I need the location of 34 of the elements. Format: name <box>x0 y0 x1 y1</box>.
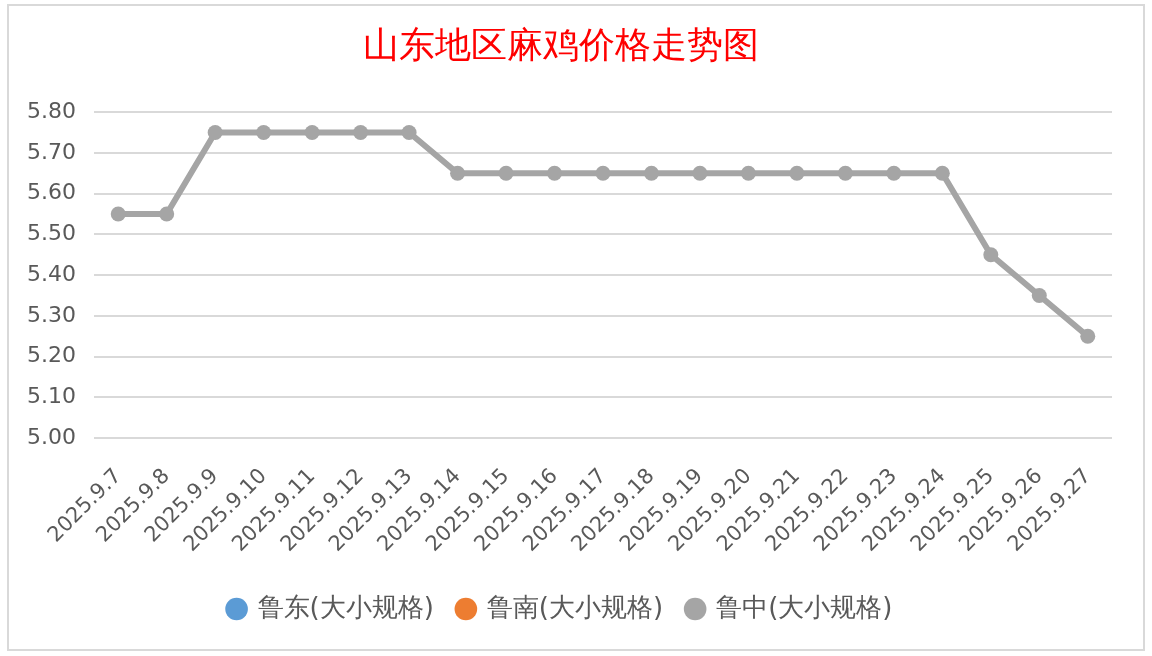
y-tick-label: 5.30 <box>27 301 76 327</box>
point <box>983 247 999 263</box>
point <box>595 165 611 181</box>
point <box>304 125 320 141</box>
point <box>256 125 272 141</box>
point <box>934 165 950 181</box>
point <box>740 165 756 181</box>
point <box>159 206 175 222</box>
chart-title: 山东地区麻鸡价格走势图 <box>362 23 759 65</box>
point <box>692 165 708 181</box>
legend-label: 鲁南(大小规格) <box>486 591 664 622</box>
y-tick-label: 5.00 <box>27 423 76 449</box>
point <box>789 165 805 181</box>
point <box>401 125 417 141</box>
legend-label: 鲁中(大小规格) <box>716 591 893 622</box>
point <box>207 125 223 141</box>
point <box>353 125 369 141</box>
y-tick-label: 5.60 <box>27 179 76 205</box>
point <box>837 165 853 181</box>
point <box>643 165 659 181</box>
y-tick-label: 5.40 <box>27 260 76 286</box>
y-tick-label: 5.80 <box>27 97 76 123</box>
y-tick-label: 5.70 <box>27 138 76 164</box>
point <box>1080 328 1096 344</box>
point <box>498 165 514 181</box>
y-tick-label: 5.10 <box>27 382 76 408</box>
y-tick-label: 5.50 <box>27 220 76 246</box>
point <box>1031 287 1047 303</box>
legend-label: 鲁东(大小规格) <box>257 591 434 622</box>
point <box>110 206 126 222</box>
point <box>450 165 466 181</box>
y-tick-label: 5.20 <box>27 342 76 368</box>
point <box>886 165 902 181</box>
point <box>547 165 563 181</box>
